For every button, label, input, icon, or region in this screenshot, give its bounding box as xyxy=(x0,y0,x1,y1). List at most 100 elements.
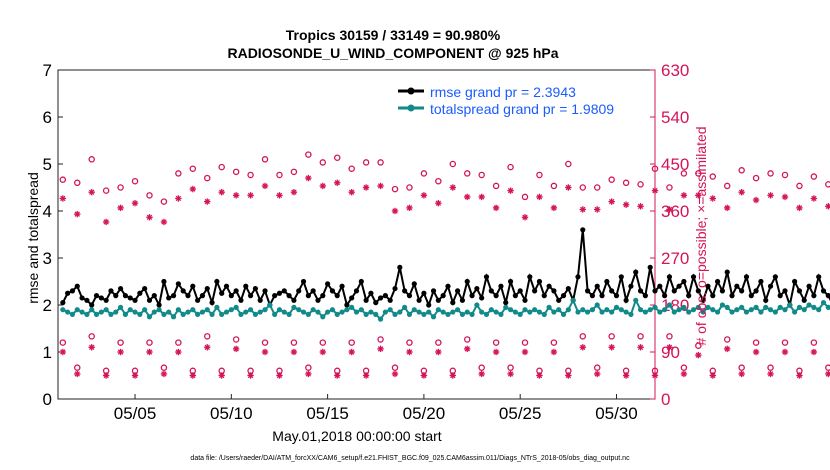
obs-assimilated-point xyxy=(102,218,110,226)
obs-possible-low-point xyxy=(593,364,601,371)
x-tick-label: 05/20 xyxy=(403,404,446,423)
series-point-rmse xyxy=(69,288,76,294)
series-point-totalspread xyxy=(93,311,100,317)
series-point-rmse xyxy=(151,293,157,299)
obs-possible-point xyxy=(478,171,485,179)
obs-assimilated-low-point-stroke xyxy=(363,372,369,379)
series-point-rmse xyxy=(214,278,220,285)
obs-assimilated-point xyxy=(88,189,95,196)
obs-assimilated-low-point xyxy=(536,372,543,379)
series-point-totalspread xyxy=(170,314,177,320)
series-point-rmse xyxy=(310,288,316,294)
series-point-rmse xyxy=(763,297,769,303)
obs-possible-point xyxy=(695,170,702,177)
obs-possible-point xyxy=(622,179,630,187)
series-point-totalspread xyxy=(681,304,687,310)
obs-possible-point xyxy=(102,187,110,194)
obs-assimilated-low-point-stroke xyxy=(74,371,80,377)
series-point-rmse xyxy=(753,288,759,294)
obs-assimilated-low-point-stroke xyxy=(435,349,442,355)
series-point-totalspread xyxy=(739,304,745,310)
y-tick-label-right: 540 xyxy=(661,108,689,127)
obs-assimilated-low-point-stroke xyxy=(320,349,326,355)
series-point-totalspread xyxy=(132,309,138,315)
series-point-rmse xyxy=(406,293,413,299)
series-point-rmse xyxy=(358,278,364,285)
series-point-rmse xyxy=(796,288,803,294)
series-point-totalspread xyxy=(714,309,721,315)
obs-possible-point xyxy=(781,171,789,179)
series-point-rmse xyxy=(647,264,653,270)
series-point-totalspread xyxy=(180,311,186,317)
series-point-rmse xyxy=(416,297,422,303)
obs-assimilated-low-point-stroke xyxy=(608,344,615,350)
obs-assimilated-point-stroke xyxy=(392,208,398,214)
obs-assimilated-low-point xyxy=(565,372,572,379)
series-point-rmse xyxy=(479,295,485,301)
obs-assimilated-low-point xyxy=(334,372,341,379)
series-point-rmse xyxy=(623,297,629,303)
obs-possible-low-point xyxy=(377,336,384,343)
series-point-totalspread xyxy=(416,309,422,315)
series-point-rmse xyxy=(700,297,706,303)
obs-possible-point xyxy=(825,181,830,188)
series-point-totalspread xyxy=(435,307,441,313)
obs-assimilated-point xyxy=(666,206,673,213)
chart-title-line2: RADIOSONDE_U_WIND_COMPONENT @ 925 hPa xyxy=(227,45,558,61)
obs-assimilated-low-point-stroke xyxy=(262,349,268,355)
obs-assimilated-low-point-stroke xyxy=(710,372,716,379)
series-point-totalspread xyxy=(339,309,345,315)
obs-assimilated-point-stroke xyxy=(450,184,456,191)
series-point-totalspread xyxy=(137,311,143,317)
obs-assimilated-low-point-stroke xyxy=(652,372,658,379)
series-point-totalspread xyxy=(787,302,793,308)
series-point-rmse xyxy=(329,288,336,294)
series-point-totalspread xyxy=(440,309,446,315)
obs-assimilated-point-stroke xyxy=(811,195,817,202)
obs-assimilated-low-point-stroke xyxy=(291,349,297,355)
series-point-rmse xyxy=(272,293,278,299)
obs-assimilated-low-point-stroke xyxy=(204,344,210,350)
obs-possible-point xyxy=(333,154,341,161)
obs-assimilated-low-point xyxy=(579,344,586,351)
series-point-totalspread xyxy=(276,307,283,313)
series-point-totalspread xyxy=(257,309,263,315)
series-point-totalspread xyxy=(811,304,817,310)
obs-assimilated-point xyxy=(565,184,572,191)
obs-possible-low-point xyxy=(680,364,688,371)
series-point-rmse xyxy=(199,293,206,299)
obs-assimilated-low-point xyxy=(406,348,413,356)
obs-possible-low-point xyxy=(435,339,442,346)
obs-assimilated-point-stroke xyxy=(89,189,95,195)
series-point-rmse xyxy=(618,274,624,280)
obs-possible-point xyxy=(810,173,818,180)
series-point-rmse xyxy=(430,288,437,294)
series-point-totalspread xyxy=(604,307,610,313)
obs-assimilated-low-point xyxy=(290,348,298,356)
obs-assimilated-low-point-stroke xyxy=(348,349,355,355)
obs-assimilated-point xyxy=(594,206,601,213)
obs-assimilated-low-point xyxy=(59,348,67,356)
series-point-totalspread xyxy=(594,302,600,308)
obs-assimilated-low-point-stroke xyxy=(522,349,528,355)
obs-assimilated-low-point xyxy=(608,344,615,351)
series-point-rmse xyxy=(373,300,379,306)
series-point-totalspread xyxy=(474,302,480,308)
obs-assimilated-point-stroke xyxy=(608,198,615,205)
series-point-totalspread xyxy=(219,311,225,317)
series-point-rmse xyxy=(103,297,109,303)
obs-possible-low-point xyxy=(608,333,615,340)
series-point-totalspread xyxy=(142,307,148,313)
series-point-rmse xyxy=(589,293,596,299)
series-point-rmse xyxy=(556,297,562,303)
series-point-totalspread xyxy=(363,311,369,317)
series-point-rmse xyxy=(122,293,129,299)
y-tick-label-right: 360 xyxy=(661,202,689,221)
obs-assimilated-point-stroke xyxy=(117,205,124,211)
series-point-rmse xyxy=(676,283,682,289)
series-point-totalspread xyxy=(690,307,697,313)
series-point-rmse xyxy=(734,283,740,289)
series-point-totalspread xyxy=(570,297,576,303)
obs-possible-low-point xyxy=(810,339,818,346)
chart-title-line1: Tropics 30159 / 33149 = 90.980% xyxy=(286,27,501,43)
